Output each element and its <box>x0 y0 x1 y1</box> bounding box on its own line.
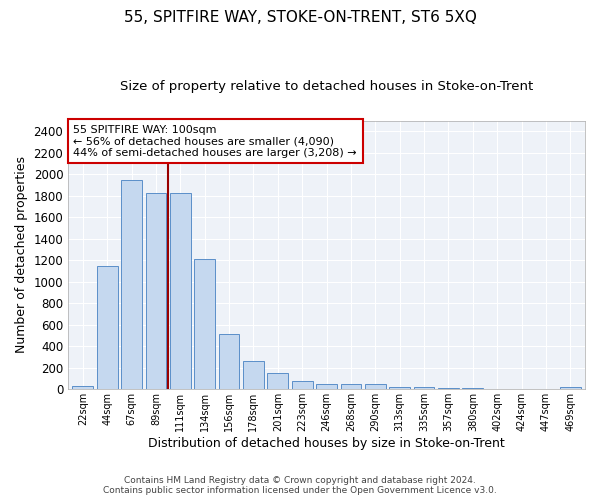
Bar <box>511 389 532 390</box>
Bar <box>389 387 410 390</box>
Bar <box>268 373 288 390</box>
Bar <box>219 334 239 390</box>
Bar <box>487 389 508 390</box>
Bar <box>194 258 215 390</box>
Bar <box>243 361 264 390</box>
Bar <box>316 384 337 390</box>
Text: Contains HM Land Registry data © Crown copyright and database right 2024.
Contai: Contains HM Land Registry data © Crown c… <box>103 476 497 495</box>
Y-axis label: Number of detached properties: Number of detached properties <box>15 156 28 354</box>
Bar <box>292 380 313 390</box>
Bar <box>463 388 483 390</box>
Bar <box>560 387 581 390</box>
Title: Size of property relative to detached houses in Stoke-on-Trent: Size of property relative to detached ho… <box>120 80 533 93</box>
X-axis label: Distribution of detached houses by size in Stoke-on-Trent: Distribution of detached houses by size … <box>148 437 505 450</box>
Text: 55, SPITFIRE WAY, STOKE-ON-TRENT, ST6 5XQ: 55, SPITFIRE WAY, STOKE-ON-TRENT, ST6 5X… <box>124 10 476 25</box>
Bar <box>97 266 118 390</box>
Bar <box>536 389 556 390</box>
Bar <box>146 192 166 390</box>
Bar <box>365 384 386 390</box>
Text: 55 SPITFIRE WAY: 100sqm
← 56% of detached houses are smaller (4,090)
44% of semi: 55 SPITFIRE WAY: 100sqm ← 56% of detache… <box>73 124 357 158</box>
Bar <box>73 386 93 390</box>
Bar <box>170 192 191 390</box>
Bar <box>341 384 361 390</box>
Bar <box>414 387 434 390</box>
Bar <box>121 180 142 390</box>
Bar <box>438 388 459 390</box>
